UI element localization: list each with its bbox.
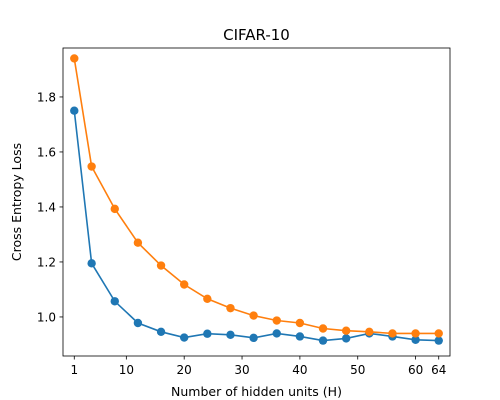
x-axis-label: Number of hidden units (H) (171, 384, 342, 399)
data-point (156, 261, 166, 270)
data-point (110, 204, 119, 214)
data-point (70, 54, 79, 63)
y-axis: 1.0 1.2 1.4 1.6 1.8 (37, 90, 63, 324)
data-point (179, 280, 189, 289)
plot-frame (62, 47, 451, 357)
data-point (341, 326, 351, 335)
y-tick-label: 1.6 (37, 145, 56, 159)
data-point (203, 329, 212, 338)
x-tick-label: 60 (408, 363, 423, 377)
data-point (87, 259, 96, 268)
x-tick-label: 30 (234, 363, 249, 377)
x-tick-label: 20 (177, 363, 192, 377)
data-point (110, 297, 119, 306)
data-point (388, 329, 397, 338)
data-point (249, 311, 258, 320)
x-tick-label: 50 (350, 363, 365, 377)
data-point (272, 329, 281, 338)
y-tick-label: 1.0 (37, 310, 56, 324)
data-point (272, 316, 281, 325)
data-point (226, 330, 235, 340)
data-point (434, 329, 443, 338)
data-point (318, 336, 328, 345)
data-point (295, 332, 305, 341)
data-point (70, 106, 79, 115)
x-tick-label: 1 (70, 363, 78, 377)
data-point (295, 318, 305, 328)
data-point (87, 162, 96, 171)
x-tick-label: 10 (119, 363, 134, 377)
y-tick-label: 1.4 (37, 200, 56, 214)
y-tick-label: 1.2 (37, 255, 56, 269)
x-tick-label: 40 (292, 363, 307, 377)
data-point (156, 327, 166, 336)
plot-area (70, 54, 443, 345)
data-point (249, 333, 258, 343)
y-axis-label: Cross Entropy Loss (9, 143, 24, 261)
x-axis: 1 10 20 30 40 50 60 64 (70, 356, 446, 377)
chart-title: CIFAR-10 (223, 26, 290, 44)
series-1 (70, 54, 443, 338)
data-point (226, 303, 235, 313)
data-point (179, 333, 189, 342)
data-point (411, 329, 420, 338)
x-tick-label: 64 (431, 363, 446, 377)
y-tick-label: 1.8 (37, 90, 56, 104)
data-point (203, 294, 212, 303)
series-0 (70, 106, 443, 345)
data-point (411, 335, 420, 344)
data-point (341, 334, 351, 343)
data-point (133, 318, 143, 328)
data-point (365, 327, 374, 336)
data-point (133, 238, 143, 247)
data-point (318, 324, 328, 333)
data-point (434, 336, 443, 345)
